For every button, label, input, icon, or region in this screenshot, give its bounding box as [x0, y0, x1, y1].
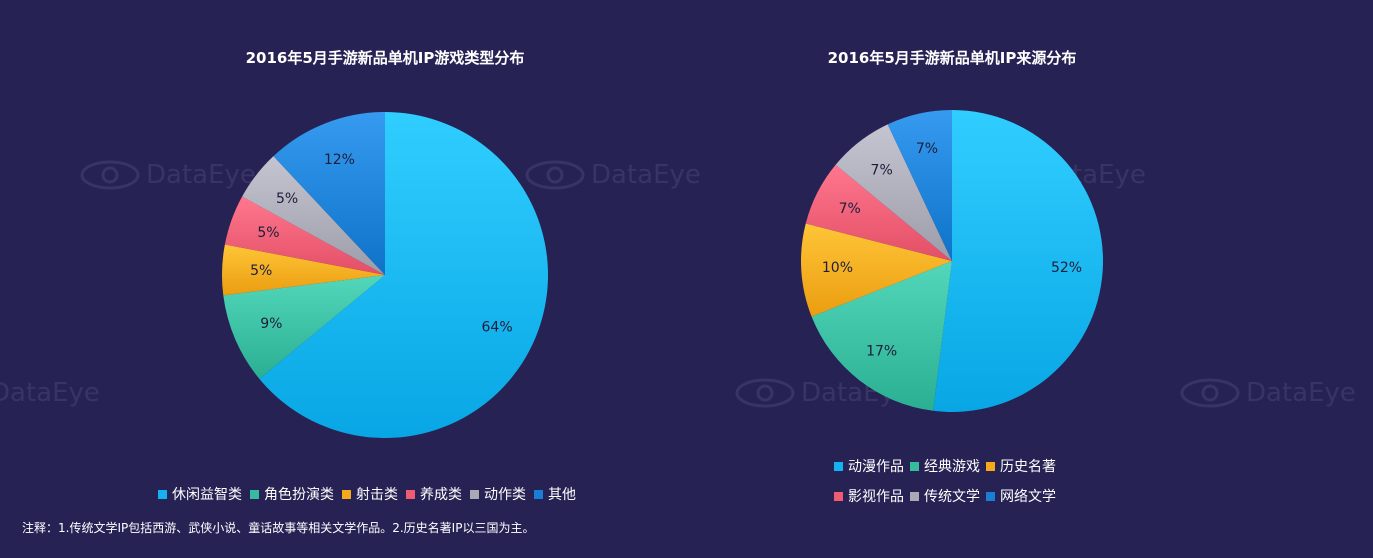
watermark-text: DataEye — [1246, 378, 1356, 408]
eye-icon — [1180, 378, 1240, 408]
slice-label: 7% — [916, 141, 938, 157]
pie-slice — [259, 112, 548, 439]
legend-label: 其他 — [548, 487, 576, 503]
legend-item: 养成类 — [406, 484, 462, 504]
legend-item: 影视作品 — [834, 486, 904, 506]
eye-icon — [735, 378, 795, 408]
pie-slice — [223, 275, 385, 379]
watermark: DataEye — [1180, 378, 1356, 408]
legend-swatch — [342, 489, 351, 499]
legend-swatch — [470, 489, 479, 499]
pie-slice — [887, 110, 952, 261]
slice-label: 5% — [257, 225, 279, 241]
footnote: 注释：1.传统文学IP包括西游、武侠小说、童话故事等相关文学作品。2.历史名著I… — [22, 521, 535, 535]
pie-slice — [242, 156, 385, 275]
pie-slice — [835, 124, 952, 261]
legend-item: 动漫作品 — [834, 456, 904, 476]
watermark: DataEye — [0, 378, 100, 408]
pie-slice — [801, 223, 952, 317]
watermark-text: DataEye — [591, 160, 701, 190]
legend-swatch — [986, 461, 995, 471]
legend-item: 射击类 — [342, 484, 398, 504]
legend-genre: 休闲益智类 角色扮演类 射击类 养成类 动作类 其他 — [158, 484, 678, 504]
slice-label: 12% — [324, 152, 355, 168]
legend-item: 角色扮演类 — [250, 484, 334, 504]
legend-swatch — [834, 491, 843, 501]
legend-swatch — [534, 489, 543, 499]
pie-slice — [805, 164, 952, 261]
legend-item: 经典游戏 — [910, 456, 980, 476]
slice-label: 7% — [839, 201, 861, 217]
pie-slice — [222, 244, 385, 296]
watermark-text: DataEye — [0, 378, 100, 408]
legend-label: 历史名著 — [1000, 459, 1056, 475]
legend-swatch — [834, 461, 843, 471]
legend-label: 动作类 — [484, 487, 526, 503]
watermark: DataEye — [525, 160, 701, 190]
chart-title-source: 2016年5月手游新品单机IP来源分布 — [827, 49, 1077, 67]
pie-chart-genre: 64% 9% 5% 5% 5% 12% — [222, 112, 548, 439]
legend-item: 其他 — [534, 484, 576, 504]
legend-swatch — [250, 489, 259, 499]
slice-label: 10% — [822, 260, 853, 276]
slice-label: 64% — [482, 320, 513, 336]
pie-slice — [811, 261, 952, 411]
legend-label: 传统文学 — [924, 489, 980, 505]
slice-label: 5% — [250, 263, 272, 279]
legend-item: 网络文学 — [986, 486, 1056, 506]
legend-label: 动漫作品 — [848, 459, 904, 475]
pie-chart-source: 52% 17% 10% 7% 7% 7% — [801, 110, 1103, 412]
legend-swatch — [910, 491, 919, 501]
legend-swatch — [986, 491, 995, 501]
legend-label: 养成类 — [420, 487, 462, 503]
slice-label: 7% — [871, 162, 893, 178]
legend-item: 动作类 — [470, 484, 526, 504]
slice-label: 17% — [866, 344, 897, 360]
eye-icon — [80, 160, 140, 190]
pie-slice — [273, 112, 385, 275]
legend-swatch — [158, 489, 167, 499]
legend-label: 网络文学 — [1000, 489, 1056, 505]
pie-slice — [224, 196, 385, 275]
legend-label: 射击类 — [356, 487, 398, 503]
legend-item: 休闲益智类 — [158, 484, 242, 504]
slice-label: 52% — [1051, 260, 1082, 276]
legend-item: 传统文学 — [910, 486, 980, 506]
slice-label: 5% — [276, 191, 298, 207]
legend-swatch — [406, 489, 415, 499]
legend-label: 休闲益智类 — [172, 487, 242, 503]
legend-swatch — [910, 461, 919, 471]
legend-label: 经典游戏 — [924, 459, 980, 475]
slice-label: 9% — [260, 316, 282, 332]
legend-source: 动漫作品 经典游戏 历史名著影视作品 传统文学 网络文学 — [834, 456, 1094, 506]
legend-label: 角色扮演类 — [264, 487, 334, 503]
legend-label: 影视作品 — [848, 489, 904, 505]
chart-title-genre: 2016年5月手游新品单机IP游戏类型分布 — [245, 49, 525, 67]
pie-slice — [933, 110, 1103, 412]
legend-item: 历史名著 — [986, 456, 1056, 476]
